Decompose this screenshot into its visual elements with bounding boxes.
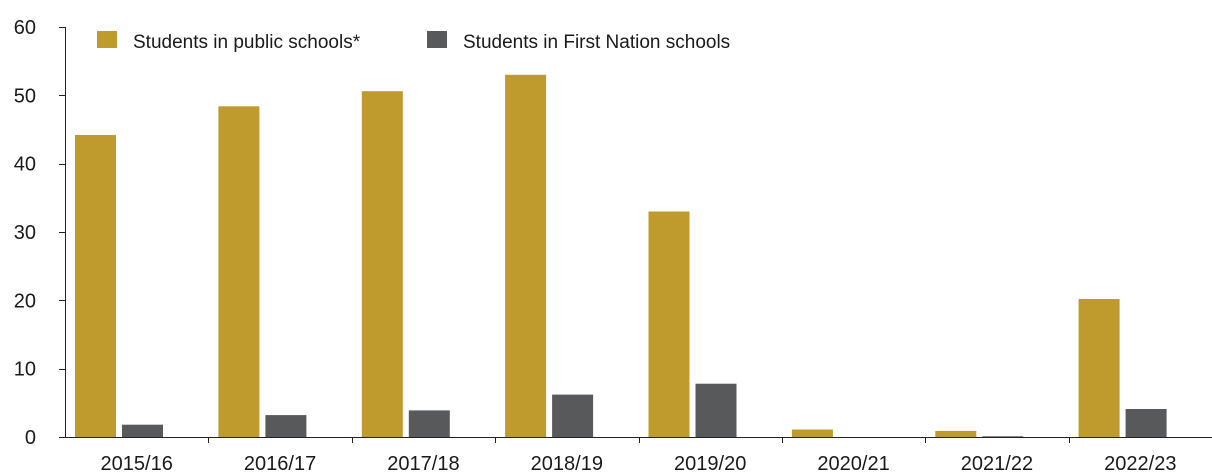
x-tick-label: 2022/23 <box>1104 453 1176 475</box>
y-tick-label: 30 <box>14 222 36 244</box>
legend-label: Students in public schools* <box>133 32 361 53</box>
legend-swatch <box>97 31 117 48</box>
axes <box>65 27 1212 438</box>
bar-public-schools <box>505 74 547 438</box>
bar-first-nation-schools <box>982 436 1024 437</box>
bar-first-nation-schools <box>552 394 594 437</box>
x-tick-label: 2018/19 <box>531 453 603 475</box>
legend-swatch <box>427 31 447 48</box>
x-tick-label: 2019/20 <box>674 453 746 475</box>
bar-first-nation-schools <box>122 424 163 437</box>
bar-first-nation-schools <box>265 415 307 437</box>
x-tick-label: 2020/21 <box>817 453 889 475</box>
y-tick-label: 0 <box>25 427 36 449</box>
legend-label: Students in First Nation schools <box>463 32 730 53</box>
y-tick-label: 20 <box>14 290 36 312</box>
bars <box>75 74 1167 438</box>
y-tick-label: 60 <box>14 17 36 39</box>
bar-public-schools <box>791 429 833 437</box>
bar-public-schools <box>361 91 403 437</box>
bar-public-schools <box>935 430 977 437</box>
bar-public-schools <box>1078 299 1120 437</box>
y-tick-label: 50 <box>14 85 36 107</box>
x-axis-ticks: 2015/16 2016/17 2017/18 2018/19 2019/20 2020/… <box>101 437 1176 475</box>
bar-first-nation-schools <box>408 410 450 437</box>
x-tick-label: 2017/18 <box>387 453 459 475</box>
bar-first-nation-schools <box>1125 409 1167 437</box>
y-tick-label: 40 <box>14 154 36 176</box>
y-axis-ticks: 0 10 20 30 40 50 60 <box>14 17 65 449</box>
bar-public-schools <box>218 106 260 438</box>
x-tick-label: 2015/16 <box>101 453 173 475</box>
bar-public-schools <box>648 211 690 437</box>
x-tick-label: 2016/17 <box>244 453 316 475</box>
bar-first-nation-schools <box>695 383 737 437</box>
x-tick-label: 2021/22 <box>961 453 1033 475</box>
legend: Students in public schools* Students in F… <box>97 31 730 53</box>
y-tick-label: 10 <box>14 359 36 381</box>
bar-public-schools <box>75 135 116 437</box>
